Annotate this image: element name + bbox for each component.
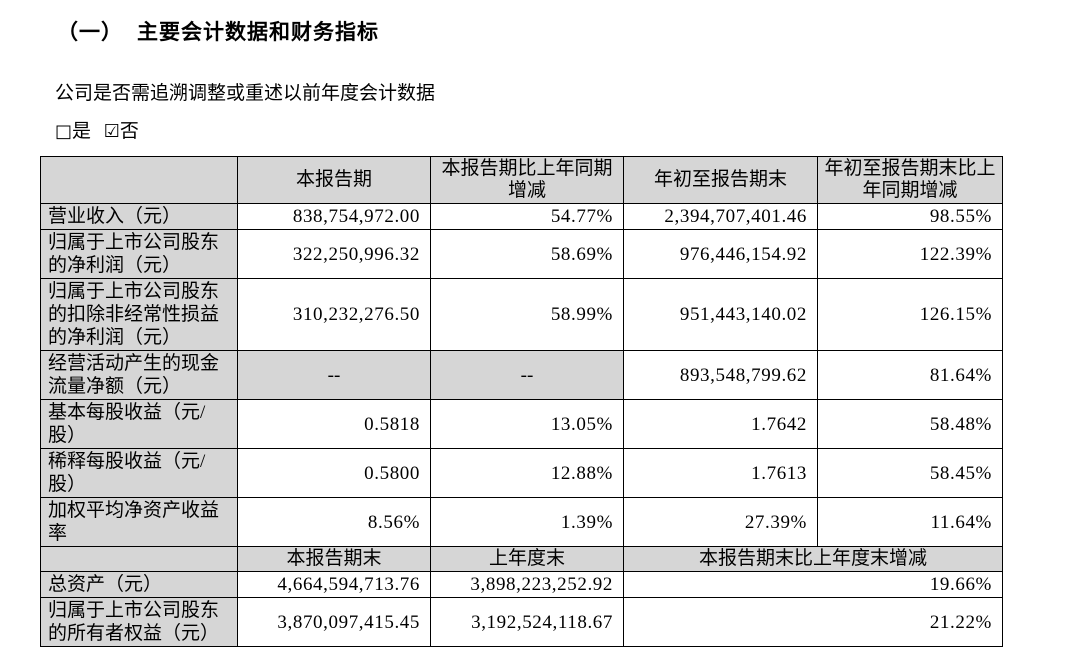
roe-ytd-yoy: 11.64% [817, 497, 1003, 547]
cash-flow-yoy: -- [430, 350, 624, 400]
cash-flow-current: -- [237, 350, 431, 400]
header2-prev-year-end: 上年度末 [430, 546, 624, 572]
cash-flow-ytd-yoy: 81.64% [817, 350, 1003, 400]
row-label: 归属于上市公司股东的净利润（元） [40, 229, 238, 279]
basic-eps-current: 0.5818 [237, 399, 431, 449]
total-assets-change: 19.66% [623, 571, 1003, 598]
revenue-yoy: 54.77% [430, 203, 624, 230]
excl-nonrec-current: 310,232,276.50 [237, 278, 431, 351]
table-header-row-period-end: 本报告期末 上年度末 本报告期末比上年度末增减 [40, 546, 1003, 572]
revenue-ytd-yoy: 98.55% [817, 203, 1003, 230]
row-label: 总资产（元） [40, 571, 238, 598]
row-label: 归属于上市公司股东的扣除非经常性损益的净利润（元） [40, 278, 238, 351]
header-current-period: 本报告期 [237, 156, 431, 204]
equity-change: 21.22% [623, 597, 1003, 647]
total-assets-period-end: 4,664,594,713.76 [237, 571, 431, 598]
equity-period-end: 3,870,097,415.45 [237, 597, 431, 647]
checkbox-unchecked-icon: □ [55, 121, 73, 142]
checkbox-no[interactable]: ☑否 [104, 121, 139, 142]
excl-nonrec-ytd: 951,443,140.02 [623, 278, 818, 351]
row-label: 营业收入（元） [40, 203, 238, 230]
section-title: （一） 主要会计数据和财务指标 [0, 0, 1066, 46]
row-label: 基本每股收益（元/股） [40, 399, 238, 449]
checkbox-yes[interactable]: □是 [55, 121, 91, 142]
table-row-diluted-eps: 稀释每股收益（元/股） 0.5800 12.88% 1.7613 58.45% [40, 448, 1003, 498]
checkbox-yes-label: 是 [72, 121, 92, 142]
cash-flow-ytd: 893,548,799.62 [623, 350, 818, 400]
diluted-eps-current: 0.5800 [237, 448, 431, 498]
net-profit-current: 322,250,996.32 [237, 229, 431, 279]
total-assets-prev-year-end: 3,898,223,252.92 [430, 571, 624, 598]
header-blank-cell [40, 156, 238, 204]
header2-change-vs-prev-year-end: 本报告期末比上年度末增减 [623, 546, 1003, 572]
table-row-equity: 归属于上市公司股东的所有者权益（元） 3,870,097,415.45 3,19… [40, 597, 1003, 647]
restatement-question: 公司是否需追溯调整或重述以前年度会计数据 [55, 83, 436, 104]
restatement-answer: □是 ☑否 [55, 116, 1066, 143]
revenue-ytd: 2,394,707,401.46 [623, 203, 818, 230]
table-row-operating-cash-flow: 经营活动产生的现金流量净额（元） -- -- 893,548,799.62 81… [40, 350, 1003, 400]
equity-prev-year-end: 3,192,524,118.67 [430, 597, 624, 647]
diluted-eps-yoy: 12.88% [430, 448, 624, 498]
table-row-weighted-roe: 加权平均净资产收益率 8.56% 1.39% 27.39% 11.64% [40, 497, 1003, 547]
row-label: 归属于上市公司股东的所有者权益（元） [40, 597, 238, 647]
roe-ytd: 27.39% [623, 497, 818, 547]
net-profit-ytd: 976,446,154.92 [623, 229, 818, 279]
basic-eps-ytd-yoy: 58.48% [817, 399, 1003, 449]
row-label: 稀释每股收益（元/股） [40, 448, 238, 498]
net-profit-yoy: 58.69% [430, 229, 624, 279]
table-row-net-profit: 归属于上市公司股东的净利润（元） 322,250,996.32 58.69% 9… [40, 229, 1003, 279]
net-profit-ytd-yoy: 122.39% [817, 229, 1003, 279]
section-title-text: 主要会计数据和财务指标 [137, 20, 379, 44]
row-label: 经营活动产生的现金流量净额（元） [40, 350, 238, 400]
excl-nonrec-ytd-yoy: 126.15% [817, 278, 1003, 351]
basic-eps-yoy: 13.05% [430, 399, 624, 449]
header-ytd: 年初至报告期末 [623, 156, 818, 204]
header2-period-end: 本报告期末 [237, 546, 431, 572]
financial-indicators-table: 本报告期 本报告期比上年同期增减 年初至报告期末 年初至报告期末比上年同期增减 … [40, 156, 1003, 647]
header2-blank-cell [40, 546, 238, 572]
roe-current: 8.56% [237, 497, 431, 547]
table-row-basic-eps: 基本每股收益（元/股） 0.5818 13.05% 1.7642 58.48% [40, 399, 1003, 449]
revenue-current: 838,754,972.00 [237, 203, 431, 230]
checkbox-checked-icon: ☑ [103, 121, 120, 142]
section-number: （一） [57, 20, 123, 44]
table-header-row-period: 本报告期 本报告期比上年同期增减 年初至报告期末 年初至报告期末比上年同期增减 [40, 156, 1003, 204]
basic-eps-ytd: 1.7642 [623, 399, 818, 449]
excl-nonrec-yoy: 58.99% [430, 278, 624, 351]
row-label: 加权平均净资产收益率 [40, 497, 238, 547]
table-row-revenue: 营业收入（元） 838,754,972.00 54.77% 2,394,707,… [40, 203, 1003, 230]
table-row-total-assets: 总资产（元） 4,664,594,713.76 3,898,223,252.92… [40, 571, 1003, 598]
diluted-eps-ytd: 1.7613 [623, 448, 818, 498]
diluted-eps-ytd-yoy: 58.45% [817, 448, 1003, 498]
header-yoy-change: 本报告期比上年同期增减 [430, 156, 624, 204]
header-ytd-yoy-change: 年初至报告期末比上年同期增减 [817, 156, 1003, 204]
table-row-net-profit-excl-nonrecurring: 归属于上市公司股东的扣除非经常性损益的净利润（元） 310,232,276.50… [40, 278, 1003, 351]
roe-yoy: 1.39% [430, 497, 624, 547]
checkbox-no-label: 否 [119, 121, 139, 142]
